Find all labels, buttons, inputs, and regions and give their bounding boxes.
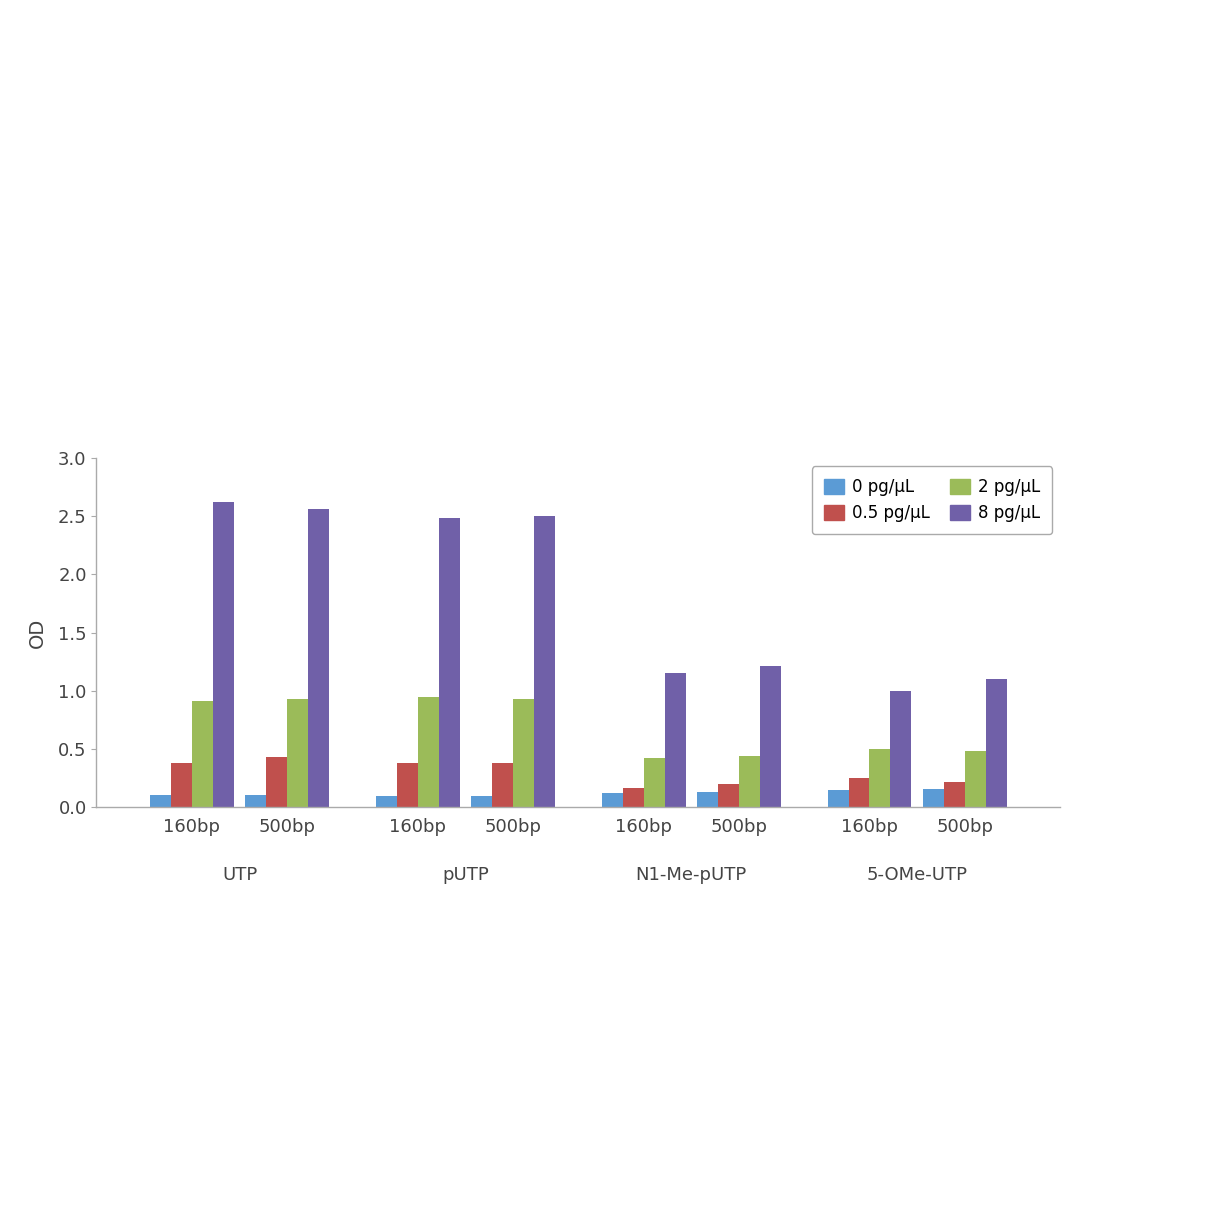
Bar (493, 763, 513, 807)
Bar (760, 666, 781, 807)
Bar (471, 795, 493, 807)
Bar (870, 750, 890, 807)
Text: UTP: UTP (222, 865, 257, 883)
Bar (266, 757, 287, 807)
Bar (601, 793, 623, 807)
Text: pUTP: pUTP (442, 865, 489, 883)
Bar (739, 756, 760, 807)
Legend: 0 pg/μL, 0.5 pg/μL, 2 pg/μL, 8 pg/μL: 0 pg/μL, 0.5 pg/μL, 2 pg/μL, 8 pg/μL (812, 466, 1052, 534)
Bar (643, 758, 664, 807)
Bar (623, 788, 643, 807)
Bar (718, 784, 739, 807)
Bar (171, 763, 192, 807)
Bar (965, 752, 986, 807)
Bar (287, 699, 308, 807)
Bar (664, 674, 686, 807)
Bar (439, 518, 459, 807)
Bar (513, 699, 534, 807)
Bar (213, 502, 234, 807)
Bar (246, 794, 266, 807)
Bar (828, 790, 848, 807)
Bar (986, 680, 1007, 807)
Text: 5-OMe-UTP: 5-OMe-UTP (866, 865, 968, 883)
Bar (944, 782, 965, 807)
Bar (848, 778, 870, 807)
Bar (890, 690, 911, 807)
Bar (149, 794, 171, 807)
Bar (308, 510, 329, 807)
Bar (418, 696, 439, 807)
Bar (923, 789, 944, 807)
Bar (534, 516, 556, 807)
Bar (396, 763, 418, 807)
Bar (698, 792, 718, 807)
Y-axis label: OD: OD (28, 617, 47, 648)
Text: N1-Me-pUTP: N1-Me-pUTP (636, 865, 747, 883)
Bar (192, 701, 213, 807)
Bar (376, 795, 396, 807)
